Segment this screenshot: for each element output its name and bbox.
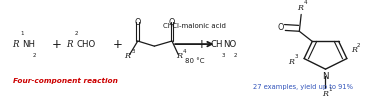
Text: 4: 4 <box>304 0 307 5</box>
Text: O: O <box>168 18 175 27</box>
Text: ChCl-malonic acid: ChCl-malonic acid <box>163 23 226 29</box>
Text: 27 examples, yield up to 91%: 27 examples, yield up to 91% <box>253 84 353 90</box>
Text: 2: 2 <box>233 53 237 58</box>
Text: 1: 1 <box>21 31 24 36</box>
Text: O: O <box>278 23 284 32</box>
Text: 2: 2 <box>357 43 360 48</box>
Text: R: R <box>67 40 73 49</box>
Text: +: + <box>52 38 62 51</box>
Text: 4: 4 <box>182 49 186 54</box>
Text: 2: 2 <box>74 31 78 36</box>
Text: R: R <box>322 90 328 98</box>
Text: O: O <box>134 18 141 27</box>
Text: 3: 3 <box>221 53 225 58</box>
Text: R: R <box>351 46 357 54</box>
Text: Four-component reaction: Four-component reaction <box>12 78 118 84</box>
Text: 3: 3 <box>295 54 298 59</box>
Text: 80 °C: 80 °C <box>184 58 204 64</box>
Text: R: R <box>176 52 182 60</box>
Text: CH: CH <box>210 40 223 49</box>
Text: 3: 3 <box>131 49 135 54</box>
Text: R: R <box>288 58 294 66</box>
Text: R: R <box>297 4 304 12</box>
Text: NH: NH <box>23 40 36 49</box>
Text: 2: 2 <box>32 53 36 58</box>
Text: 1: 1 <box>328 87 332 92</box>
Text: R: R <box>12 40 19 49</box>
Text: CHO: CHO <box>76 40 96 49</box>
Text: R: R <box>124 52 130 60</box>
Text: +: + <box>112 38 122 51</box>
Text: NO: NO <box>223 40 237 49</box>
Text: N: N <box>322 72 328 81</box>
Text: +: + <box>197 38 206 51</box>
